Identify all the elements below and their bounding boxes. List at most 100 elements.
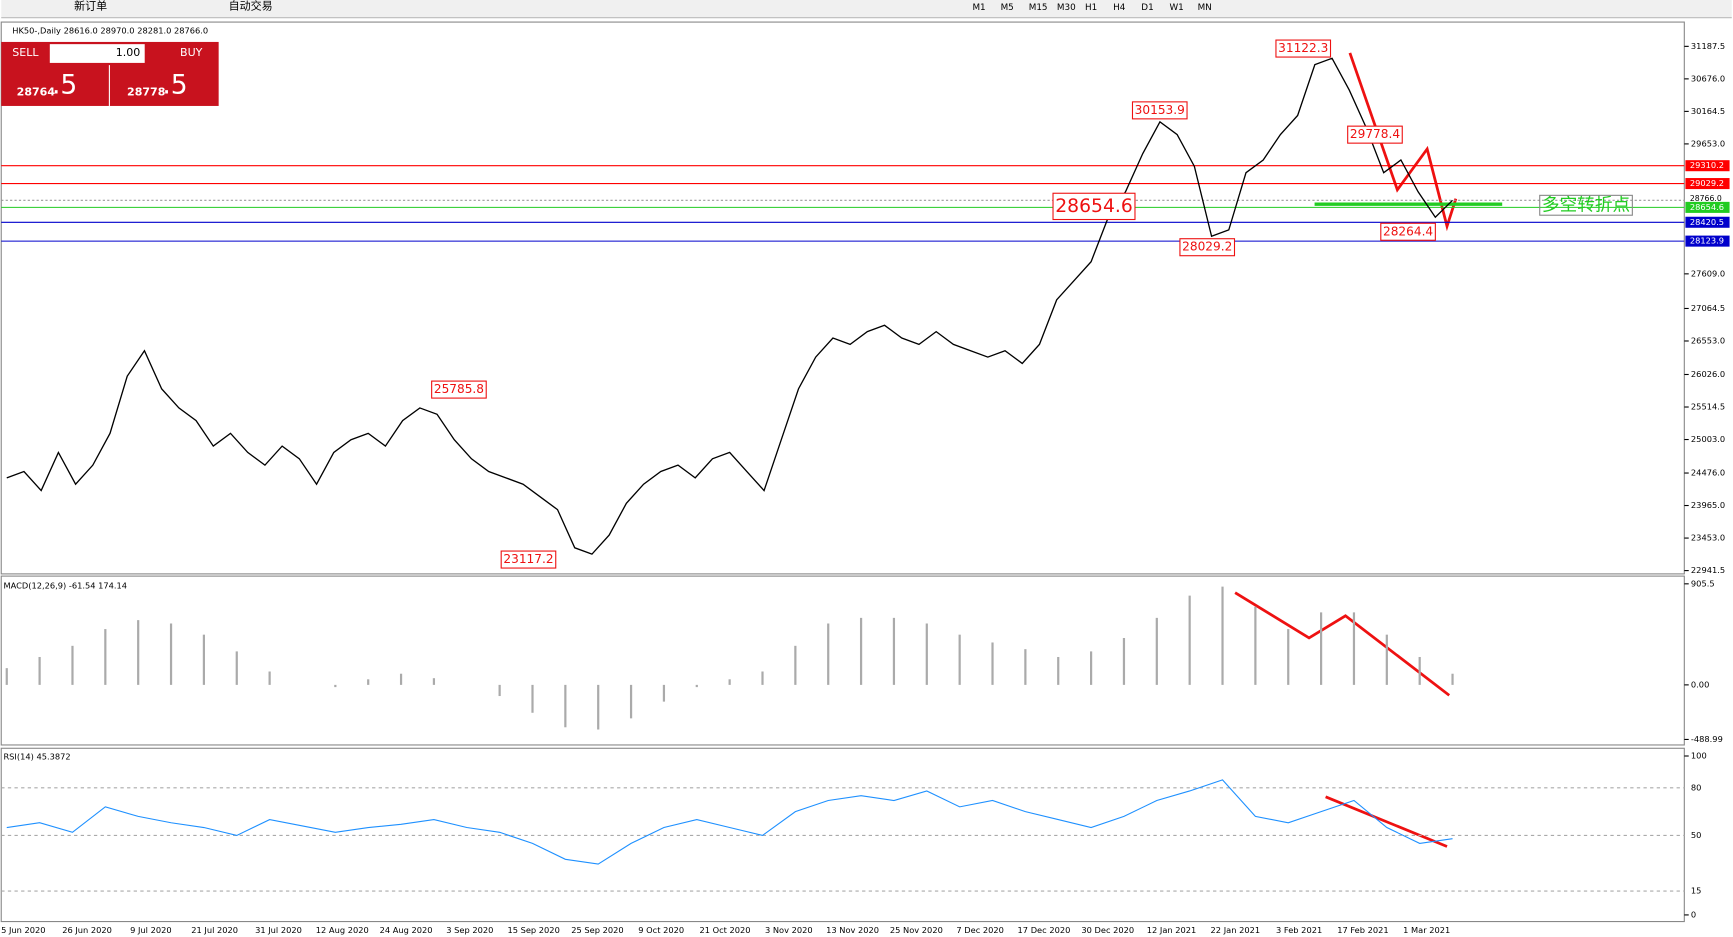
level-label-bg [1685, 160, 1730, 172]
annotation-box [1131, 101, 1188, 120]
annotation-box [500, 550, 557, 569]
macd-arrow [1234, 591, 1451, 697]
date-label: 3 Nov 2020 [765, 925, 813, 935]
annotation-box [1275, 39, 1332, 58]
date-label: 25 Sep 2020 [571, 925, 623, 935]
level-label: 28123.9 [1690, 236, 1724, 246]
macd-tick-label: 0.00 [1691, 679, 1709, 689]
level-label-bg [1685, 201, 1730, 213]
date-label: 26 Jun 2020 [62, 925, 112, 935]
price-tick-label: 23965.0 [1691, 500, 1725, 510]
rsi-line [6, 779, 1453, 865]
rsi-tick-label: 15 [1691, 886, 1702, 896]
date-label: 5 Jun 2020 [1, 925, 45, 935]
price-tick-label: 26553.0 [1691, 335, 1725, 345]
annotation: 25785.8 [434, 382, 484, 396]
timeframe-button[interactable]: M15 [1029, 3, 1048, 13]
macd-panel [0, 575, 1685, 746]
date-label: 17 Dec 2020 [1018, 925, 1071, 935]
date-label: 7 Dec 2020 [956, 925, 1004, 935]
volume[interactable]: 1.00 [116, 46, 141, 59]
date-label: 9 Jul 2020 [130, 925, 172, 935]
annotation-box [1179, 238, 1236, 257]
date-label: 13 Nov 2020 [826, 925, 879, 935]
level-label: 29310.2 [1690, 160, 1724, 170]
timeframe-button[interactable]: M30 [1057, 3, 1076, 13]
buy-price: 28778 [127, 86, 165, 99]
date-label: 24 Aug 2020 [380, 925, 433, 935]
timeframe-button[interactable]: H4 [1113, 3, 1126, 13]
date-label: 15 Sep 2020 [507, 925, 559, 935]
timeframe-button[interactable]: D1 [1141, 3, 1153, 13]
price-tick-label: 24476.0 [1691, 468, 1725, 478]
chart-header: HK50-,Daily 28616.0 28970.0 28281.0 2876… [12, 25, 208, 35]
signal-box [1539, 194, 1633, 216]
sell-button[interactable]: SELL [12, 46, 39, 59]
price-tick-label: 23453.0 [1691, 533, 1725, 543]
date-label: 9 Oct 2020 [638, 925, 684, 935]
annotation: 28654.6 [1055, 196, 1133, 217]
annotation: 29778.4 [1350, 127, 1400, 141]
price-line [6, 57, 1454, 555]
price-tick-label: 27609.0 [1691, 268, 1725, 278]
annotation: 31122.3 [1278, 41, 1328, 55]
sell-price-frac: .5 [52, 70, 77, 101]
rsi-tick-label: 100 [1691, 751, 1707, 761]
rsi-tick-label: 50 [1691, 830, 1702, 840]
date-label: 3 Sep 2020 [446, 925, 493, 935]
buy-button[interactable]: BUY [180, 46, 203, 59]
annotation: 28264.4 [1383, 224, 1433, 238]
rsi-tick-label: 80 [1691, 782, 1702, 792]
date-label: 22 Jan 2021 [1211, 925, 1261, 935]
date-label: 17 Feb 2021 [1337, 925, 1388, 935]
level-label-bg [1685, 178, 1730, 190]
timeframe-button[interactable]: H1 [1085, 3, 1097, 13]
annotation-box [1052, 192, 1136, 221]
date-label: 25 Nov 2020 [890, 925, 943, 935]
rsi-tick-label: 0 [1691, 909, 1696, 919]
date-label: 12 Jan 2021 [1147, 925, 1197, 935]
date-label: 30 Dec 2020 [1081, 925, 1134, 935]
macd-label: MACD(12,26,9) -61.54 174.14 [3, 581, 127, 591]
signal-text: 多空转折点 [1542, 194, 1630, 215]
level-label: 28420.5 [1690, 217, 1724, 227]
annotation-box [1380, 222, 1436, 241]
main-chart [0, 21, 1685, 575]
price-tick-label: 25514.5 [1691, 402, 1725, 412]
sell-price: 28764 [17, 86, 56, 99]
annotation-box [431, 380, 487, 399]
annotation: 28029.2 [1182, 240, 1232, 254]
toolbar-button[interactable]: 自动交易 [229, 0, 273, 13]
annotation: 23117.2 [503, 552, 553, 566]
buy-price-frac: .5 [162, 70, 187, 101]
volume-box[interactable] [49, 44, 145, 63]
level-label-bg [1685, 216, 1730, 228]
toolbar [1, 0, 1732, 18]
timeframe-button[interactable]: M1 [972, 3, 985, 13]
annotation: 30153.9 [1135, 103, 1185, 117]
date-label: 21 Jul 2020 [191, 925, 238, 935]
price-arrow [1348, 52, 1458, 232]
toolbar-button[interactable]: 新订单 [74, 0, 107, 13]
rsi-arrow [1325, 795, 1448, 848]
date-label: 1 Mar 2021 [1403, 925, 1450, 935]
rsi-label: RSI(14) 45.3872 [3, 752, 70, 762]
trade-panel [1, 41, 219, 106]
timeframe-button[interactable]: W1 [1169, 3, 1183, 13]
current-price-label: 28766.0 [1690, 194, 1722, 203]
price-tick-label: 26026.0 [1691, 369, 1725, 379]
level-label: 29029.2 [1690, 178, 1724, 188]
level-label: 28654.6 [1690, 202, 1724, 212]
date-label: 3 Feb 2021 [1276, 925, 1322, 935]
price-tick-label: 30676.0 [1691, 73, 1725, 83]
price-tick-label: 22941.5 [1691, 565, 1725, 575]
price-tick-label: 25003.0 [1691, 434, 1725, 444]
macd-tick-label: 905.5 [1691, 578, 1715, 588]
timeframe-button[interactable]: M5 [1001, 3, 1014, 13]
date-label: 12 Aug 2020 [316, 925, 369, 935]
timeframe-button[interactable]: MN [1198, 3, 1212, 13]
level-label-bg [1685, 235, 1730, 247]
date-label: 31 Jul 2020 [255, 925, 302, 935]
